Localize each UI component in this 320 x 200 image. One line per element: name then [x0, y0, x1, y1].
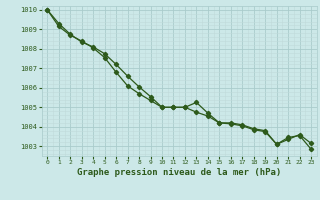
X-axis label: Graphe pression niveau de la mer (hPa): Graphe pression niveau de la mer (hPa)	[77, 168, 281, 177]
